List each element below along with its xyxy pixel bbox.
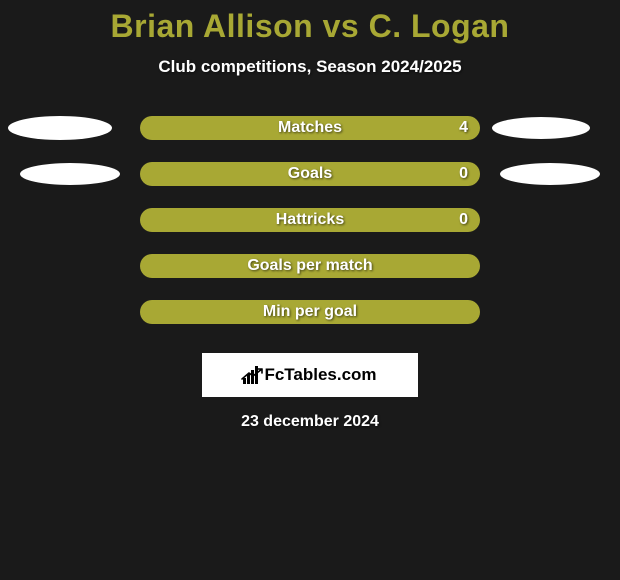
stat-bar: Goals per match xyxy=(140,254,480,278)
page-title: Brian Allison vs C. Logan xyxy=(0,8,620,45)
stat-bar: Goals 0 xyxy=(140,162,480,186)
bar-chart-icon xyxy=(243,366,258,384)
stat-row: Goals 0 xyxy=(0,151,620,197)
stat-row: Matches 4 xyxy=(0,105,620,151)
stat-bar: Hattricks 0 xyxy=(140,208,480,232)
icon-bar xyxy=(251,370,254,384)
stat-bar: Min per goal xyxy=(140,300,480,324)
ellipse-right xyxy=(500,163,600,185)
ellipse-left xyxy=(8,116,112,140)
stats-list: Matches 4 Goals 0 Hattricks 0 Goals per match M… xyxy=(0,105,620,335)
stat-label: Min per goal xyxy=(263,303,357,321)
icon-bar xyxy=(255,366,258,384)
branding-text: FcTables.com xyxy=(264,365,376,385)
stat-row: Hattricks 0 xyxy=(0,197,620,243)
stat-value: 0 xyxy=(459,165,468,183)
stat-label: Matches xyxy=(278,119,342,137)
stat-bar: Matches 4 xyxy=(140,116,480,140)
stat-label: Goals per match xyxy=(247,257,372,275)
ellipse-left xyxy=(20,163,120,185)
stat-value: 4 xyxy=(459,119,468,137)
ellipse-right xyxy=(492,117,590,139)
stat-row: Goals per match xyxy=(0,243,620,289)
subtitle: Club competitions, Season 2024/2025 xyxy=(0,57,620,77)
date-line: 23 december 2024 xyxy=(0,413,620,431)
icon-bar xyxy=(243,378,246,384)
stat-label: Goals xyxy=(288,165,332,183)
icon-bar xyxy=(247,374,250,384)
stat-value: 0 xyxy=(459,211,468,229)
stat-row: Min per goal xyxy=(0,289,620,335)
branding-label: FcTables.com xyxy=(243,365,376,385)
comparison-infographic: Brian Allison vs C. Logan Club competiti… xyxy=(0,0,620,431)
branding-box[interactable]: FcTables.com xyxy=(202,353,418,397)
stat-label: Hattricks xyxy=(276,211,344,229)
